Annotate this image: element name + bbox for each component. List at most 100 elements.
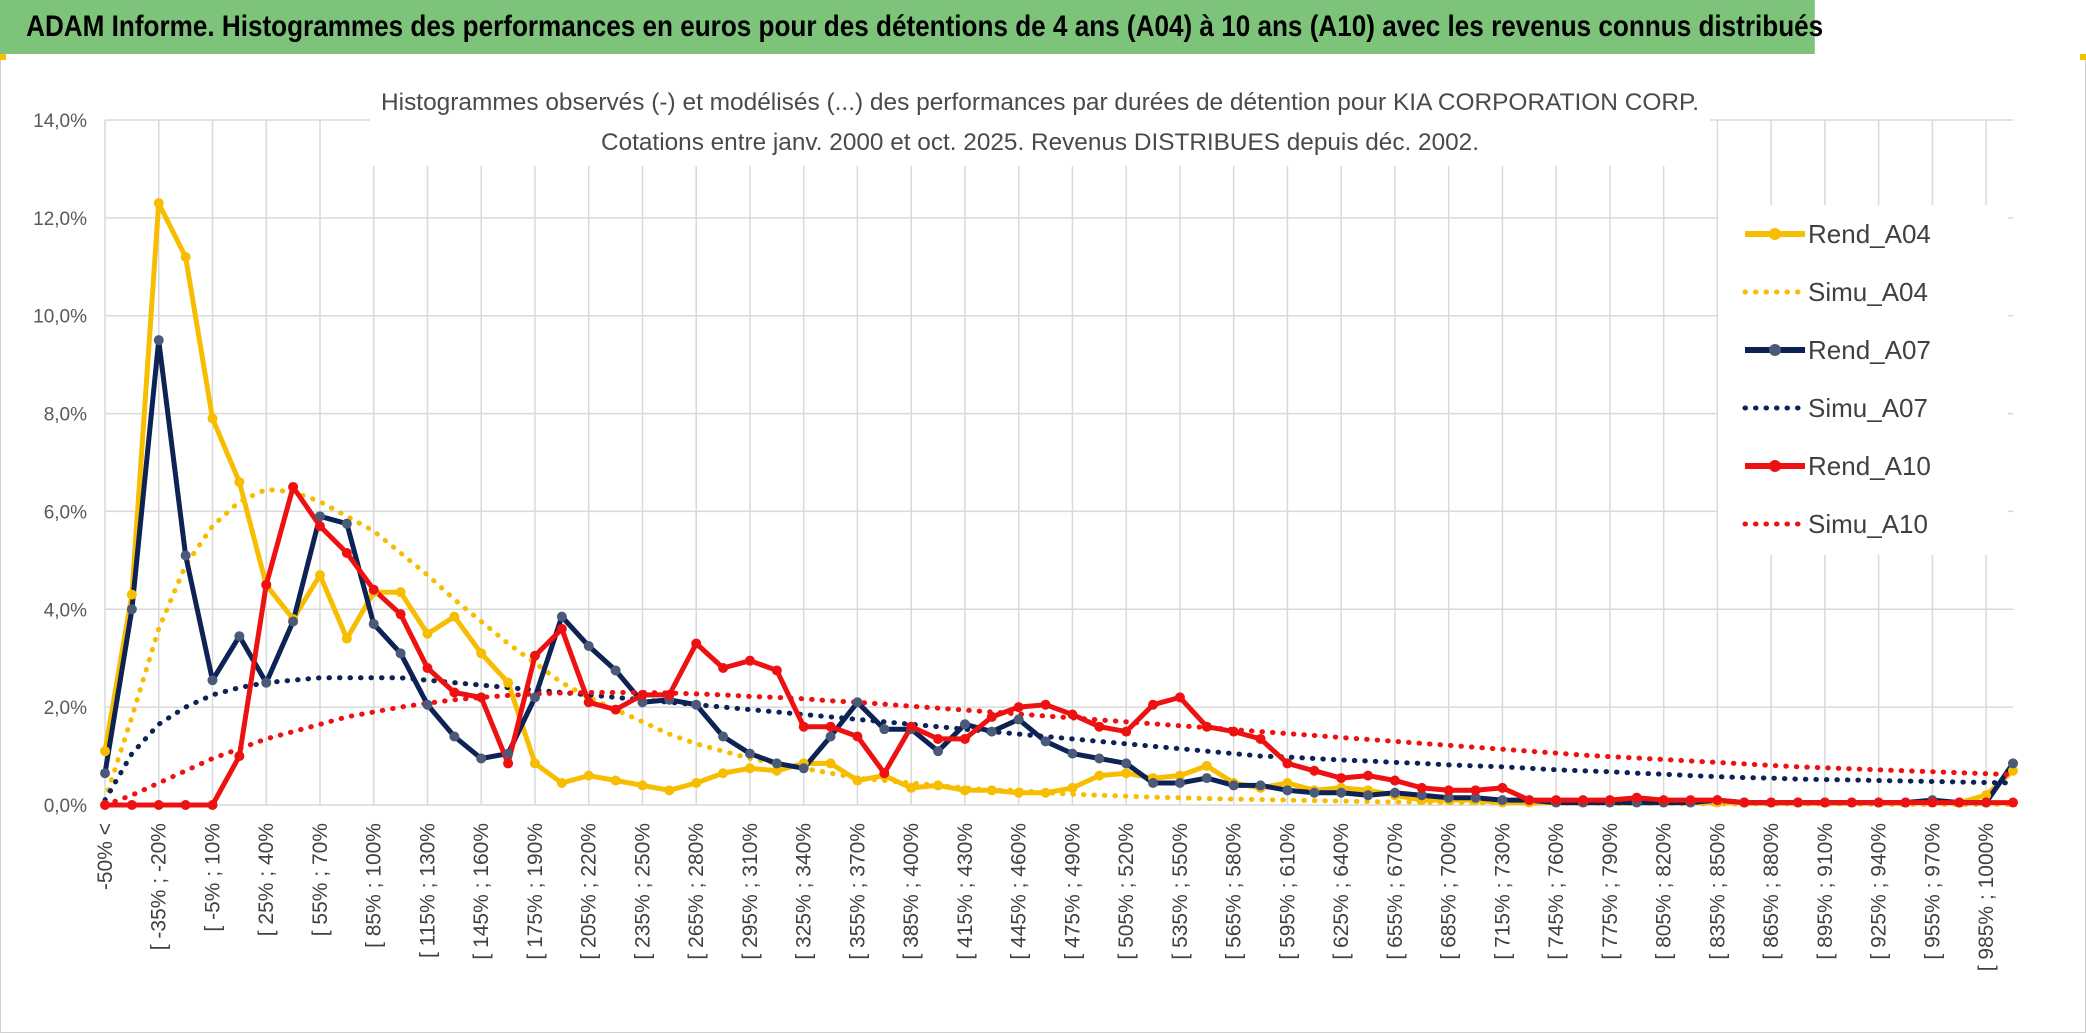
data-point-Rend_A07 — [852, 697, 863, 708]
x-tick-label: -50% < — [94, 823, 117, 890]
data-point-Rend_A10 — [583, 697, 594, 708]
x-tick-label: [ 235% ; 250% — [631, 823, 654, 960]
data-point-Rend_A07 — [1067, 748, 1078, 759]
data-point-Rend_A07 — [556, 611, 567, 622]
data-point-Rend_A10 — [1739, 797, 1750, 808]
data-point-Rend_A04 — [529, 758, 540, 769]
data-point-Rend_A07 — [368, 618, 379, 629]
y-tick-label: 4,0% — [44, 600, 87, 621]
data-point-Rend_A10 — [879, 768, 890, 779]
x-tick-label: [ 475% ; 490% — [1061, 823, 1084, 960]
x-tick-label: [ 175% ; 190% — [524, 823, 547, 960]
x-tick-label: [ 505% ; 520% — [1115, 823, 1138, 960]
data-point-Rend_A04 — [556, 777, 567, 788]
x-tick-label: [ 925% ; 940% — [1868, 823, 1891, 960]
data-point-Rend_A07 — [449, 731, 460, 742]
data-point-Rend_A07 — [288, 616, 299, 627]
data-point-Rend_A04 — [664, 785, 675, 796]
legend-label: Simu_A04 — [1808, 277, 1928, 307]
data-point-Rend_A07 — [933, 746, 944, 757]
data-point-Rend_A10 — [341, 548, 352, 559]
x-tick-label: [ 865% ; 880% — [1760, 823, 1783, 960]
data-point-Rend_A07 — [1121, 758, 1132, 769]
data-point-Rend_A04 — [933, 780, 944, 791]
data-point-Rend_A07 — [476, 753, 487, 764]
x-tick-label: [ 625% ; 640% — [1330, 823, 1353, 960]
data-point-Rend_A10 — [1013, 702, 1024, 713]
data-point-Rend_A07 — [1174, 777, 1185, 788]
data-point-Rend_A07 — [234, 631, 245, 642]
data-point-Rend_A10 — [395, 609, 406, 620]
data-point-Rend_A07 — [744, 748, 755, 759]
x-tick-label: [ 955% ; 970% — [1921, 823, 1944, 960]
data-point-Rend_A10 — [314, 521, 325, 532]
data-point-Rend_A04 — [1201, 760, 1212, 771]
data-point-Rend_A10 — [1578, 795, 1589, 806]
data-point-Rend_A10 — [1389, 775, 1400, 786]
data-point-Rend_A07 — [207, 675, 218, 686]
data-point-Rend_A10 — [234, 751, 245, 762]
corner-marker — [0, 54, 6, 60]
data-point-Rend_A04 — [691, 777, 702, 788]
data-point-Rend_A10 — [825, 721, 836, 732]
data-point-Rend_A10 — [1927, 797, 1938, 808]
data-point-Rend_A04 — [771, 765, 782, 776]
data-point-Rend_A04 — [610, 775, 621, 786]
data-point-Rend_A07 — [583, 640, 594, 651]
x-tick-label: [ 595% ; 610% — [1276, 823, 1299, 960]
data-point-Rend_A10 — [852, 731, 863, 742]
y-tick-label: 14,0% — [33, 111, 87, 132]
x-tick-label: [ 295% ; 310% — [739, 823, 762, 960]
legend-label: Rend_A10 — [1808, 451, 1931, 481]
data-point-Rend_A10 — [1443, 785, 1454, 796]
data-point-Rend_A10 — [1712, 795, 1723, 806]
data-point-Rend_A07 — [798, 763, 809, 774]
data-point-Rend_A10 — [1121, 726, 1132, 737]
data-point-Rend_A04 — [341, 633, 352, 644]
x-tick-label: [ 565% ; 580% — [1223, 823, 1246, 960]
chart-title: Histogrammes observés (-) et modélisés (… — [381, 89, 1699, 116]
y-tick-label: 6,0% — [44, 502, 87, 523]
data-point-Rend_A07 — [691, 699, 702, 710]
data-point-Rend_A10 — [180, 800, 191, 810]
data-point-Rend_A10 — [2008, 797, 2018, 808]
data-point-Rend_A07 — [1443, 792, 1454, 803]
data-point-Rend_A07 — [1336, 787, 1347, 798]
data-point-Rend_A07 — [261, 677, 272, 688]
data-point-Rend_A10 — [100, 800, 110, 810]
data-point-Rend_A04 — [1067, 782, 1078, 793]
legend-marker-Rend_A10 — [1769, 460, 1781, 472]
data-point-Rend_A07 — [126, 604, 137, 615]
data-point-Rend_A04 — [637, 780, 648, 791]
data-point-Rend_A10 — [449, 687, 460, 698]
x-tick-label: [ 115% ; 130% — [416, 823, 439, 958]
data-point-Rend_A10 — [529, 650, 540, 661]
y-tick-label: 12,0% — [33, 209, 87, 230]
data-point-Rend_A10 — [1067, 709, 1078, 720]
data-point-Rend_A10 — [1954, 797, 1965, 808]
data-point-Rend_A07 — [1201, 773, 1212, 784]
data-point-Rend_A04 — [1040, 787, 1051, 798]
legend-marker-Rend_A07 — [1769, 344, 1781, 356]
data-point-Rend_A04 — [153, 198, 164, 209]
data-point-Rend_A10 — [906, 721, 917, 732]
data-point-Rend_A07 — [341, 518, 352, 529]
data-point-Rend_A10 — [1685, 795, 1696, 806]
data-point-Rend_A10 — [744, 655, 755, 666]
x-tick-label: [ 715% ; 730% — [1491, 823, 1514, 960]
data-point-Rend_A07 — [718, 731, 729, 742]
data-point-Rend_A04 — [959, 785, 970, 796]
data-point-Rend_A10 — [798, 721, 809, 732]
x-tick-label: [ 85% ; 100% — [363, 823, 386, 948]
data-point-Rend_A07 — [986, 726, 997, 737]
data-point-Rend_A07 — [610, 665, 621, 676]
report-title-banner: ADAM Informe. Histogrammes des performan… — [0, 0, 1823, 54]
x-tick-label: [ 685% ; 700% — [1438, 823, 1461, 960]
data-point-Rend_A10 — [1551, 795, 1562, 806]
series-line-Simu_A07 — [102, 675, 2016, 803]
data-point-Rend_A07 — [1255, 780, 1266, 791]
data-point-Rend_A04 — [825, 758, 836, 769]
data-point-Rend_A10 — [1524, 795, 1535, 806]
x-tick-label: [ 145% ; 160% — [470, 823, 493, 960]
data-point-Rend_A10 — [1228, 726, 1239, 737]
